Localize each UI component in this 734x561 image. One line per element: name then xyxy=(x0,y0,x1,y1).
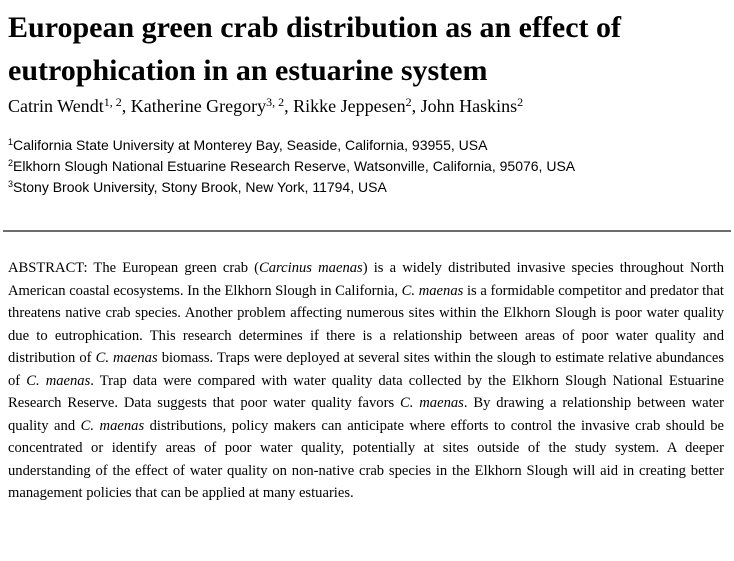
author-name: Rikke Jeppesen xyxy=(293,96,406,116)
author-name: John Haskins xyxy=(420,96,518,116)
species-name: C. maenas xyxy=(401,282,464,299)
author-affil-mark: 2 xyxy=(405,95,412,109)
author-affil-mark: 1, 2 xyxy=(103,95,122,109)
species-name: C. maenas xyxy=(26,372,91,389)
author: Catrin Wendt1, 2, xyxy=(8,96,131,116)
species-name: Carcinus maenas xyxy=(259,260,363,276)
author: John Haskins2 xyxy=(421,96,524,116)
author-name: Katherine Gregory xyxy=(130,96,267,116)
paper-title: European green crab distribution as an e… xyxy=(8,11,622,87)
affiliation-list: 1California State University at Monterey… xyxy=(8,135,728,198)
affiliation: 3Stony Brook University, Stony Brook, Ne… xyxy=(8,177,728,198)
author-name: Catrin Wendt xyxy=(8,96,104,116)
author: Rikke Jeppesen2, xyxy=(293,96,420,116)
abstract-text: is a formidable competitor and predator … xyxy=(8,282,724,367)
author-separator: , xyxy=(411,96,421,116)
author-list: Catrin Wendt1, 2, Katherine Gregory3, 2,… xyxy=(8,94,728,118)
affiliation-text: Elkhorn Slough National Estuarine Resear… xyxy=(13,158,576,174)
author: Katherine Gregory3, 2, xyxy=(131,96,293,116)
author-affil-mark: 2 xyxy=(517,95,524,109)
author-separator: , xyxy=(284,96,294,116)
abstract-text: . By drawing a relationship between wate… xyxy=(8,395,724,434)
affiliation-number: 2 xyxy=(8,158,14,168)
section-divider xyxy=(3,230,731,232)
affiliation: 2Elkhorn Slough National Estuarine Resea… xyxy=(8,156,728,177)
species-name: C. maenas xyxy=(80,417,145,434)
abstract-text: ) is a widely distributed invasive speci… xyxy=(8,260,724,299)
abstract: ABSTRACT: The European green crab (Carci… xyxy=(8,257,724,505)
abstract-text: . Trap data were compared with water qua… xyxy=(8,372,724,412)
affiliation-number: 3 xyxy=(8,179,14,189)
author-affil-mark: 3, 2 xyxy=(266,95,285,109)
affiliation-text: California State University at Monterey … xyxy=(13,137,488,153)
author-separator: , xyxy=(121,96,131,116)
affiliation-number: 1 xyxy=(8,137,14,147)
abstract-text: biomass. Traps were deployed at several … xyxy=(8,350,724,389)
abstract-text: ABSTRACT: The European green crab ( xyxy=(8,260,260,276)
species-name: C. maenas xyxy=(400,395,464,411)
affiliation: 1California State University at Monterey… xyxy=(8,135,728,156)
affiliation-text: Stony Brook University, Stony Brook, New… xyxy=(13,179,387,195)
abstract-text: distributions, policy makers can anticip… xyxy=(8,417,724,502)
species-name: C. maenas xyxy=(95,350,158,366)
